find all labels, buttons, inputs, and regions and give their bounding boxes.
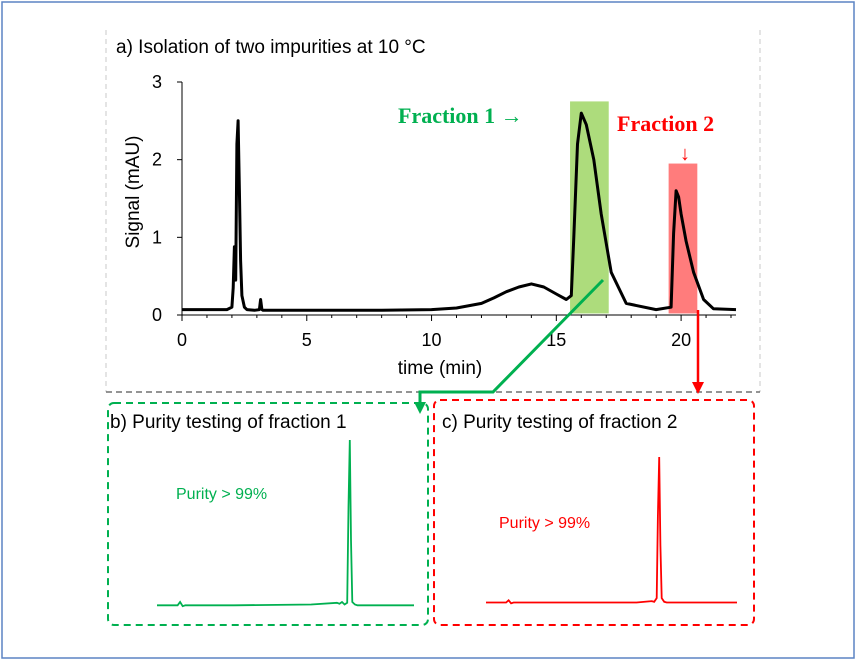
x-tick-label: 15	[546, 330, 566, 350]
x-tick-label: 5	[302, 330, 312, 350]
y-tick-label: 2	[152, 150, 162, 170]
panel-b-title: b) Purity testing of fraction 1	[110, 412, 347, 433]
panel-c-trace	[486, 456, 737, 605]
fraction1-connector-arrow	[418, 278, 605, 404]
fraction1-arrowhead	[414, 402, 426, 414]
panel-b-purity: Purity > 99%	[176, 486, 267, 503]
y-axis: 0 1 2 3	[152, 72, 183, 325]
y-tick-label: 0	[152, 305, 162, 325]
x-tick-label: 20	[671, 330, 691, 350]
x-tick-label: 0	[177, 330, 187, 350]
y-tick-label: 1	[152, 227, 162, 247]
panel-c-title: c) Purity testing of fraction 2	[442, 412, 678, 433]
panel-b-trace	[157, 439, 414, 608]
x-axis-label: time (min)	[398, 358, 482, 379]
x-axis: 0 5 10 15 20	[177, 314, 736, 350]
x-tick-label: 10	[422, 330, 442, 350]
y-axis-label: Signal (mAU)	[123, 136, 144, 249]
fraction1-label: Fraction 1 →	[398, 103, 523, 128]
fraction2-label: Fraction 2	[617, 111, 714, 136]
panel-b-frame	[107, 402, 429, 626]
panel-c-frame	[433, 399, 755, 626]
main-chromatogram-trace	[182, 111, 737, 312]
fraction2-down-arrow: ↓	[680, 143, 690, 165]
fraction2-arrowhead	[692, 382, 704, 394]
panel-a-title: a) Isolation of two impurities at 10 °C	[116, 37, 426, 58]
panel-c-purity: Purity > 99%	[499, 515, 590, 532]
y-tick-label: 3	[152, 72, 162, 92]
